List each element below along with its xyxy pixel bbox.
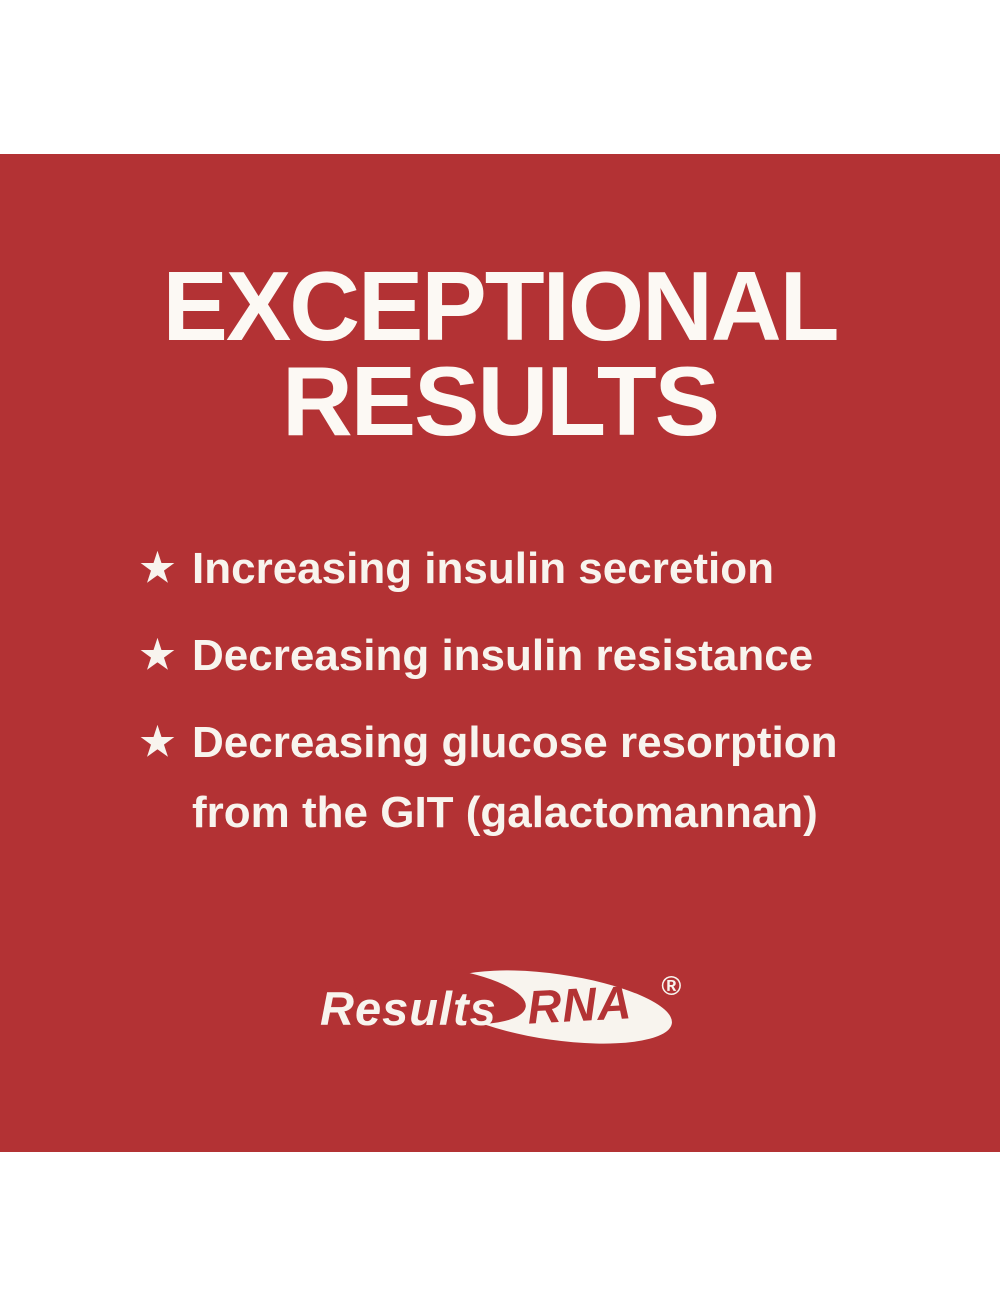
bullet-text: from the GIT (galactomannan) [192, 788, 818, 837]
star-icon: ★ [140, 721, 175, 764]
list-item: ★ Decreasing insulin resistance [140, 621, 900, 691]
logo-brand-text: Results [320, 982, 497, 1035]
bullet-text: Decreasing insulin resistance [192, 631, 814, 680]
registered-trademark-icon: ® [661, 971, 681, 1001]
headline-line1: EXCEPTIONAL [162, 251, 840, 361]
star-icon: ★ [140, 634, 175, 677]
red-panel: EXCEPTIONAL RESULTS ★ Increasing insulin… [0, 154, 1000, 1152]
headline-line2: RESULTS [281, 346, 720, 456]
swoosh-ellipse-icon [355, 965, 672, 1044]
bullet-text: Decreasing glucose resorption [192, 718, 838, 767]
logo-rna-text: RNA [526, 975, 633, 1033]
bullet-text: Increasing insulin secretion [192, 544, 774, 593]
bullet-list: ★ Increasing insulin secretion ★ Decreas… [140, 534, 900, 865]
list-item: ★ Increasing insulin secretion [140, 534, 900, 604]
list-item: ★ Decreasing glucose resorption from the… [140, 708, 900, 848]
star-icon: ★ [140, 547, 175, 590]
headline: EXCEPTIONAL RESULTS [0, 251, 1000, 456]
results-rna-logo: Results RNA ® [300, 958, 700, 1053]
